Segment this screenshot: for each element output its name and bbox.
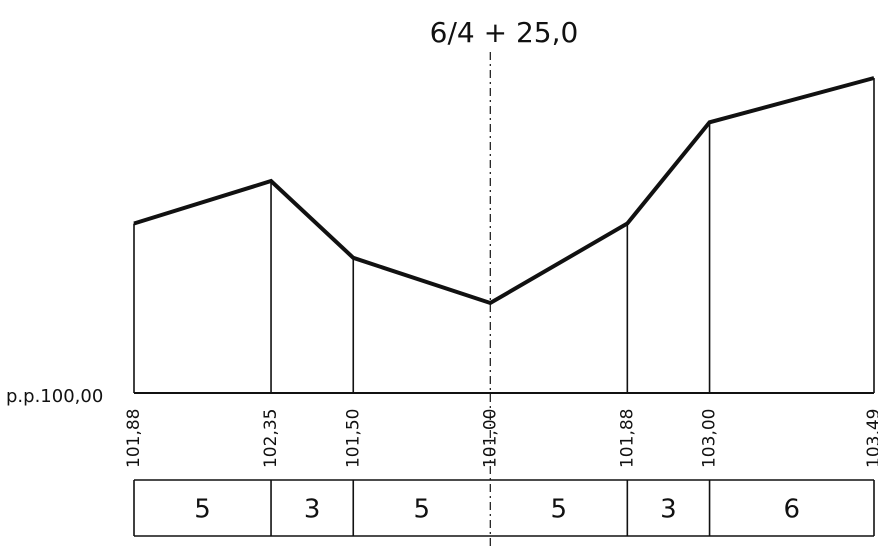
ordinate-lines — [133, 78, 875, 393]
elevation-label: 103,49 — [864, 409, 878, 468]
distance-value: 6 — [784, 495, 801, 525]
distance-value: 5 — [551, 495, 568, 525]
elevation-label: 103,00 — [700, 409, 720, 468]
elevation-label: 101,88 — [617, 409, 637, 468]
elevation-label: 102,35 — [261, 409, 281, 468]
ground-profile-line — [133, 76, 875, 306]
distance-value: 3 — [660, 495, 677, 525]
datum-label: p.p.100,00 — [6, 386, 104, 407]
elevation-label: 101,50 — [343, 409, 363, 468]
distance-value: 5 — [414, 495, 431, 525]
distance-value: 3 — [304, 495, 321, 525]
elevation-label: 101,00 — [480, 409, 500, 468]
elevation-labels: 101,88 102,35 101,50 101,00 101,88 103,00 103,… — [124, 409, 878, 468]
elevation-label: 101,88 — [124, 409, 144, 468]
distance-value: 5 — [194, 495, 211, 525]
station-label: 6/4 + 25,0 — [429, 16, 579, 49]
distance-table: 5 3 5 5 3 6 — [133, 479, 875, 537]
